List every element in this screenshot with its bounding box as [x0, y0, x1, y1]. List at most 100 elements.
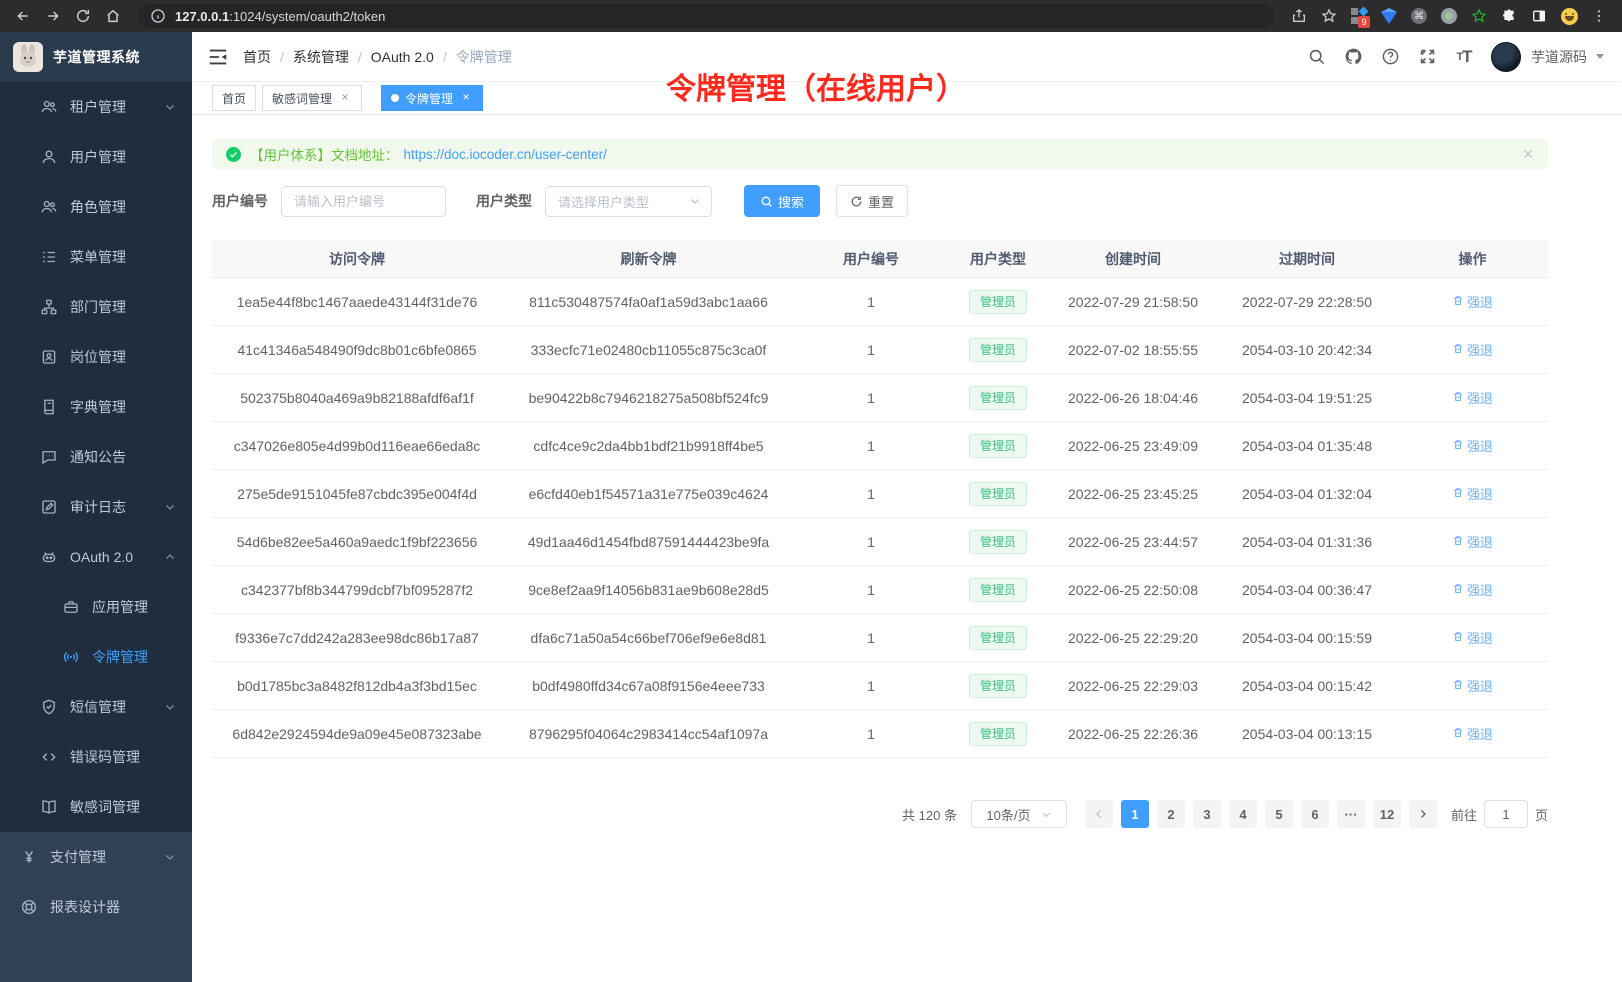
browser-menu-icon[interactable] — [1586, 3, 1612, 29]
help-icon[interactable] — [1380, 47, 1400, 67]
gem-extension-icon[interactable] — [1376, 3, 1402, 29]
profile-avatar-icon[interactable] — [1556, 3, 1582, 29]
page-button-4[interactable]: 4 — [1228, 800, 1257, 828]
breadcrumb-separator: / — [357, 48, 362, 65]
page-button-1[interactable]: 1 — [1120, 800, 1149, 828]
share-icon[interactable] — [1286, 3, 1312, 29]
page-button-2[interactable]: 2 — [1156, 800, 1185, 828]
goto-page-input[interactable] — [1483, 800, 1528, 828]
user-avatar[interactable] — [1491, 41, 1521, 72]
access-token-cell: 502375b8040a469a9b82188afdf6af1f — [240, 389, 474, 406]
command-extension-icon[interactable]: ⌘ — [1406, 3, 1432, 29]
force-logout-button[interactable]: 强退 — [1452, 436, 1493, 455]
sidebar-item-pay[interactable]: 支付管理 — [0, 832, 192, 882]
home-icon[interactable] — [100, 3, 126, 29]
action-cell: 强退 — [1397, 724, 1548, 743]
sidebar-item-report[interactable]: 报表设计器 — [0, 882, 192, 932]
next-page-button[interactable] — [1408, 800, 1437, 828]
user-type-cell: 管理员 — [947, 337, 1049, 362]
user-name[interactable]: 芋道源码 — [1531, 48, 1587, 65]
sidebar-item-sms[interactable]: 短信管理 — [0, 682, 192, 732]
force-logout-button[interactable]: 强退 — [1452, 484, 1493, 503]
user-type-select[interactable]: 请选择用户类型 — [545, 185, 712, 217]
forward-icon[interactable] — [40, 3, 66, 29]
sidebar-item-oauth2-app[interactable]: 应用管理 — [0, 582, 192, 632]
search-icon[interactable] — [1306, 47, 1326, 67]
access-token-cell: c342377bf8b344799dcbf7bf095287f2 — [241, 581, 473, 598]
tag-令牌管理[interactable]: 令牌管理 × — [381, 85, 484, 111]
column-header: 用户类型 — [970, 250, 1026, 267]
tag-close-icon[interactable]: × — [341, 90, 349, 104]
table-row: 41c41346a548490f9dc8b01c6bfe0865 333ecfc7… — [212, 326, 1548, 374]
sidebar-item-sensitive[interactable]: 敏感词管理 — [0, 782, 192, 832]
page-button-6[interactable]: 6 — [1300, 800, 1329, 828]
side-panel-icon[interactable] — [1526, 3, 1552, 29]
bookmark-star-icon[interactable] — [1316, 3, 1342, 29]
puzzle-extension-icon[interactable] — [1496, 3, 1522, 29]
page-button-5[interactable]: 5 — [1264, 800, 1293, 828]
tag-close-icon[interactable]: × — [462, 90, 470, 104]
sidebar-item-dict[interactable]: 字典管理 — [0, 382, 192, 432]
sidebar-item-menu[interactable]: 菜单管理 — [0, 232, 192, 282]
search-button[interactable]: 搜索 — [744, 185, 821, 217]
force-logout-button[interactable]: 强退 — [1452, 580, 1493, 599]
back-icon[interactable] — [10, 3, 36, 29]
user-menu-caret-icon[interactable] — [1596, 54, 1604, 59]
sidebar-item-user[interactable]: 用户管理 — [0, 132, 192, 182]
force-logout-button[interactable]: 强退 — [1452, 628, 1493, 647]
reset-button[interactable]: 重置 — [836, 185, 909, 217]
sidebar-item-role[interactable]: 角色管理 — [0, 182, 192, 232]
alert-close-icon[interactable]: ✕ — [1522, 145, 1534, 162]
site-info-icon[interactable] — [150, 3, 166, 29]
column-header: 访问令牌 — [329, 250, 385, 267]
sidebar-item-audit[interactable]: 审计日志 — [0, 482, 192, 532]
fullscreen-icon[interactable] — [1417, 47, 1437, 67]
force-logout-button[interactable]: 强退 — [1452, 340, 1493, 359]
record-extension-icon[interactable] — [1436, 3, 1462, 29]
sidebar-item-notice[interactable]: 通知公告 — [0, 432, 192, 482]
breadcrumb-item[interactable]: 系统管理 — [292, 48, 349, 65]
user-id-input[interactable] — [281, 185, 446, 217]
user-id-cell: 1 — [867, 725, 875, 742]
sidebar-item-dept[interactable]: 部门管理 — [0, 282, 192, 332]
address-bar[interactable]: 127.0.0.1:1024/system/oauth2/token — [138, 4, 1274, 28]
page-button-3[interactable]: 3 — [1192, 800, 1221, 828]
force-logout-button[interactable]: 强退 — [1452, 292, 1493, 311]
refresh-token-cell: 333ecfc71e02480cb11055c875c3ca0f — [530, 341, 767, 358]
app-logo-bar[interactable]: 芋道管理系统 — [0, 32, 192, 82]
tag-首页[interactable]: 首页 — [212, 85, 257, 111]
tag-敏感词管理[interactable]: 敏感词管理 × — [262, 85, 363, 111]
page-button-12[interactable]: 12 — [1372, 800, 1401, 828]
sidebar-item-oauth2[interactable]: OAuth 2.0 — [0, 532, 192, 582]
github-icon[interactable] — [1343, 47, 1363, 67]
sidebar-fold-icon[interactable] — [207, 46, 229, 68]
page-size-select[interactable]: 10条/页 — [970, 800, 1067, 828]
alert-doc-link[interactable]: https://doc.iocoder.cn/user-center/ — [403, 146, 607, 162]
browser-chrome: 127.0.0.1:1024/system/oauth2/token 9 ⌘ — [0, 0, 1622, 32]
sidebar-item-errcode[interactable]: 错误码管理 — [0, 732, 192, 782]
token-icon — [62, 648, 80, 666]
more-pages-button[interactable]: ··· — [1336, 800, 1365, 828]
chevron-down-icon — [164, 701, 176, 713]
force-logout-button[interactable]: 强退 — [1452, 532, 1493, 551]
access-token-cell: 41c41346a548490f9dc8b01c6bfe0865 — [237, 341, 477, 358]
trash-icon — [1452, 486, 1464, 502]
sidebar-item-label: 通知公告 — [70, 449, 126, 465]
force-logout-button[interactable]: 强退 — [1452, 388, 1493, 407]
breadcrumb-item[interactable]: 首页 — [243, 48, 271, 65]
expire-time-cell: 2022-07-29 22:28:50 — [1242, 293, 1372, 310]
sidebar-item-post[interactable]: 岗位管理 — [0, 332, 192, 382]
force-logout-button[interactable]: 强退 — [1452, 676, 1493, 695]
filter-toolbar: 用户编号 用户类型 请选择用户类型 搜索 重置 — [212, 180, 1622, 222]
access-token-cell: 6d842e2924594de9a09e45e087323abe — [232, 725, 482, 742]
breadcrumb-item[interactable]: OAuth 2.0 — [370, 48, 434, 65]
extension-blocks-icon[interactable]: 9 — [1346, 3, 1372, 29]
sidebar-item-oauth2-token[interactable]: 令牌管理 — [0, 632, 192, 682]
prev-page-button[interactable] — [1084, 800, 1113, 828]
reload-icon[interactable] — [70, 3, 96, 29]
sidebar-item-tenant[interactable]: 租户管理 — [0, 82, 192, 132]
column-header: 操作 — [1458, 250, 1487, 267]
force-logout-button[interactable]: 强退 — [1452, 724, 1493, 743]
green-star-extension-icon[interactable] — [1466, 3, 1492, 29]
